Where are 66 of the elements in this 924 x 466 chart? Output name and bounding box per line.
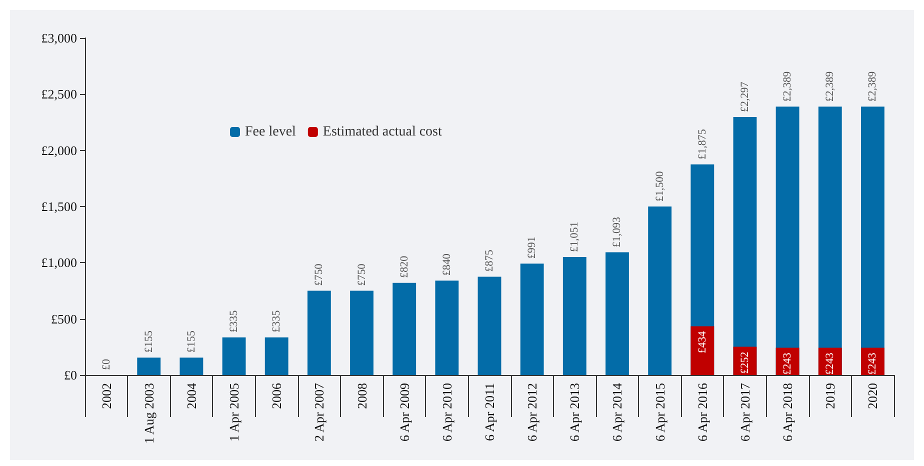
- bar: [392, 282, 416, 375]
- legend-label: Fee level: [245, 124, 296, 140]
- data-label: £155: [185, 330, 198, 353]
- x-tick-label: 6 Apr 2010: [439, 383, 454, 442]
- x-tick-label: 2002: [98, 383, 114, 409]
- data-label: £1,093: [611, 216, 624, 248]
- x-tick-label: 6 Apr 2012: [524, 383, 540, 442]
- y-tick-label: £1,000: [41, 255, 77, 270]
- data-label: £243: [866, 352, 879, 375]
- x-tick-label: 6 Apr 2013: [567, 383, 582, 442]
- data-label: £750: [313, 263, 326, 286]
- x-tick-label: 1 Apr 2005: [226, 383, 242, 442]
- data-label: £2,389: [824, 70, 836, 102]
- data-label: £750: [356, 263, 368, 286]
- bar: [478, 276, 502, 375]
- legend-label: Estimated actual cost: [322, 124, 442, 140]
- bar: [222, 337, 246, 375]
- x-tick-label: 1 Aug 2003: [141, 383, 156, 444]
- bar: [606, 252, 629, 375]
- bar: [648, 206, 672, 375]
- x-tick-label: 6 Apr 2009: [396, 383, 412, 442]
- x-tick-label: 6 Apr 2014: [610, 382, 625, 442]
- data-label: £335: [228, 310, 240, 332]
- bar: [562, 256, 586, 375]
- y-tick-label: £2,000: [41, 142, 77, 158]
- data-label: £335: [270, 310, 283, 332]
- x-tick-label: 2019: [822, 383, 838, 409]
- x-tick-label: 6 Apr 2016: [694, 382, 710, 442]
- x-tick-label: 2008: [354, 383, 370, 409]
- data-label: £991: [526, 236, 538, 259]
- data-label: £252: [738, 352, 751, 374]
- y-tick-label: £3,000: [41, 30, 77, 46]
- x-tick-label: 6 Apr 2015: [652, 383, 668, 442]
- data-label: £1,875: [696, 128, 708, 160]
- x-tick-label: 6 Apr 2018: [780, 383, 796, 442]
- data-label: £155: [142, 330, 155, 353]
- data-label: £2,297: [738, 81, 751, 112]
- data-label: £875: [484, 249, 496, 272]
- data-label: £820: [398, 255, 410, 278]
- data-label: £243: [782, 352, 794, 375]
- bar: [307, 290, 331, 375]
- bar: [137, 358, 161, 375]
- y-tick-label: £500: [51, 311, 77, 326]
- data-label: £2,389: [866, 70, 879, 102]
- data-label: £1,500: [654, 170, 666, 202]
- bar: [350, 290, 374, 375]
- data-label: £1,051: [568, 222, 581, 252]
- x-tick-label: 2006: [269, 382, 284, 409]
- bar: [520, 264, 544, 375]
- data-label: £2,389: [782, 70, 794, 102]
- x-tick-label: 2004: [184, 382, 199, 409]
- x-tick-label: 2 Apr 2007: [312, 382, 327, 442]
- bar: [180, 358, 204, 375]
- bar: [690, 326, 714, 375]
- data-label: £243: [824, 352, 836, 375]
- x-tick-label: 6 Apr 2017: [737, 382, 752, 442]
- data-label: £840: [440, 253, 453, 276]
- data-label: £434: [696, 330, 708, 354]
- y-tick-label: £2,500: [41, 86, 77, 102]
- bar: [435, 280, 459, 375]
- data-label: £0: [100, 358, 112, 370]
- bar: [264, 337, 288, 375]
- x-tick-label: 6 Apr 2011: [482, 383, 497, 442]
- y-tick-label: £0: [64, 368, 77, 382]
- y-tick-label: £1,500: [41, 199, 77, 214]
- x-tick-label: 2020: [865, 383, 880, 409]
